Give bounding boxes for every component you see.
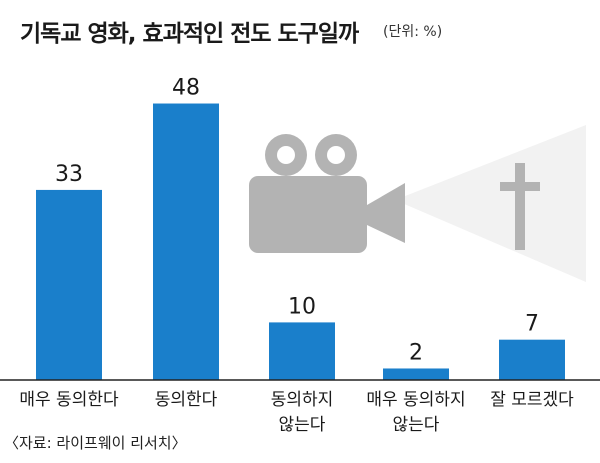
bar-5	[499, 339, 565, 380]
bar-4	[383, 368, 449, 380]
bars-group	[36, 103, 565, 381]
illustration	[249, 125, 586, 282]
category-label-4-line-2: 않는다	[393, 415, 440, 435]
category-label-5: 잘 모르겠다	[490, 390, 574, 410]
category-label-3-line-2: 않는다	[279, 415, 326, 435]
value-label-2: 48	[172, 76, 200, 101]
projector-beam	[395, 125, 586, 282]
unit-label: (단위: %)	[383, 24, 443, 40]
value-label-1: 33	[55, 162, 83, 187]
bar-2	[153, 103, 219, 381]
value-label-5: 7	[525, 312, 539, 337]
source-note: 〈자료: 라이프웨이 리서치〉	[4, 434, 187, 452]
bar-1	[36, 189, 102, 380]
film-camera-icon	[249, 134, 405, 253]
cross-icon	[500, 163, 540, 250]
bar-3	[269, 322, 335, 380]
category-label-2: 동의한다	[155, 390, 218, 410]
category-label-4-line-1: 매우 동의하지	[366, 390, 465, 410]
value-label-3: 10	[288, 294, 316, 319]
value-label-4: 2	[409, 340, 423, 365]
category-label-1: 매우 동의한다	[19, 390, 119, 410]
category-label-3-line-1: 동의하지	[271, 390, 334, 410]
chart-title: 기독교 영화, 효과적인 전도 도구일까	[20, 21, 359, 47]
